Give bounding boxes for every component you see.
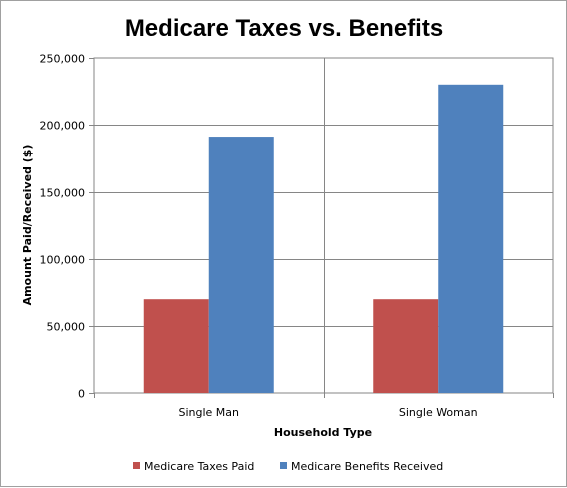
x-tick-label: Single Man: [178, 406, 239, 419]
legend-label: Medicare Benefits Received: [291, 460, 443, 473]
legend-swatch: [280, 462, 287, 469]
y-tick-label: 200,000: [40, 120, 86, 133]
legend-swatch: [133, 462, 140, 469]
chart-title: Medicare Taxes vs. Benefits: [125, 15, 443, 42]
bar-medicare-taxes-paid-1: [373, 299, 439, 393]
y-tick-label: 150,000: [40, 187, 86, 200]
y-tick-label: 100,000: [40, 254, 86, 267]
bar-medicare-taxes-paid-0: [143, 299, 209, 393]
bar-medicare-benefits-received-0: [208, 137, 274, 393]
x-axis-ticks: Single Man Single Woman: [94, 393, 554, 419]
y-tick-label: 0: [78, 388, 85, 401]
x-tick-label: Single Woman: [399, 406, 478, 419]
bars: [143, 84, 504, 394]
y-axis-ticks: 0 50,000 100,000 150,000 200,000 250,000: [40, 53, 94, 401]
bar-medicare-benefits-received-1: [438, 84, 504, 394]
y-tick-label: 50,000: [47, 321, 86, 334]
legend-label: Medicare Taxes Paid: [144, 460, 254, 473]
legend: Medicare Taxes Paid Medicare Benefits Rec…: [133, 460, 443, 473]
x-axis-title: Household Type: [274, 426, 372, 439]
y-tick-label: 250,000: [40, 53, 86, 66]
y-axis-title: Amount Paid/Received ($): [21, 145, 34, 306]
